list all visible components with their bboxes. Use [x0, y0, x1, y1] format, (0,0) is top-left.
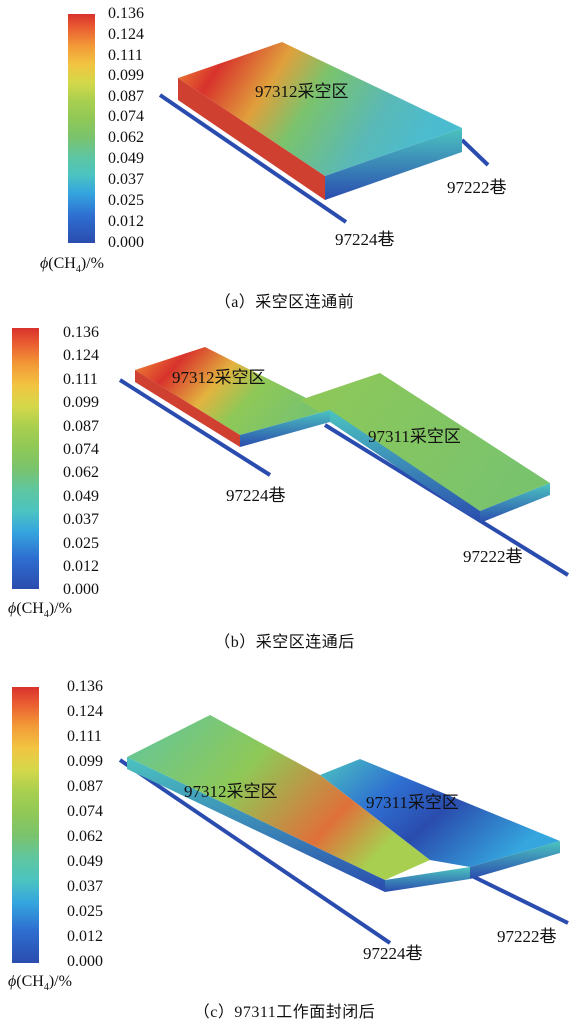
tick-label: 0.087: [67, 778, 103, 795]
goaf-side-front: [135, 370, 240, 447]
label-goaf-97312: 97312采空区: [172, 368, 266, 387]
tick-label: 0.062: [63, 464, 99, 481]
goaf-top-97311: [300, 373, 550, 511]
tick-label: 0.124: [63, 347, 99, 364]
label-roadway-97224: 97224巷: [363, 944, 423, 963]
tick-label: 0.037: [67, 878, 103, 895]
tick-label: 0.099: [108, 67, 144, 84]
tick-label: 0.124: [67, 703, 103, 720]
tick-label: 0.037: [63, 511, 99, 528]
caption-b: （b）采空区连通后: [214, 634, 355, 651]
goaf-top-97311: [320, 759, 560, 867]
label-goaf-97312: 97312采空区: [184, 782, 278, 801]
tick-label: 0.025: [63, 535, 99, 552]
tick-label: 0.025: [67, 903, 103, 920]
tick-label: 0.049: [108, 150, 144, 167]
colorbar: [12, 687, 39, 963]
goaf-side-right: [325, 128, 462, 200]
label-roadway-97222: 97222巷: [447, 178, 507, 197]
tick-label: 0.087: [108, 88, 144, 105]
colorbar-unit: ϕ(CH4)/%: [8, 600, 72, 621]
colorbar: [12, 328, 39, 589]
tick-label: 0.000: [63, 581, 99, 598]
label-goaf-97311: 97311采空区: [366, 793, 459, 812]
panel-a: 0.136 0.124 0.111 0.099 0.087 0.074 0.06…: [0, 0, 569, 325]
tick-label: 0.049: [63, 488, 99, 505]
colorbar-unit: ϕ(CH4)/%: [8, 973, 72, 994]
tick-label: 0.037: [108, 171, 144, 188]
label-goaf-97311: 97311采空区: [368, 427, 461, 446]
goaf-side-right: [480, 483, 550, 523]
goaf-side-front-97311: [330, 410, 480, 523]
tick-label: 0.136: [67, 678, 103, 695]
label-roadway-97224: 97224巷: [335, 230, 395, 249]
goaf-model-a: 97312采空区 97222巷 97224巷: [158, 42, 507, 249]
colorbar-unit: ϕ(CH4)/%: [40, 255, 104, 276]
tick-label: 0.074: [63, 441, 99, 458]
tick-label: 0.074: [67, 803, 103, 820]
goaf-side-step: [240, 410, 330, 447]
tick-label: 0.124: [108, 26, 144, 43]
caption-a: （a）采空区连通前: [214, 294, 355, 311]
tick-label: 0.012: [63, 558, 99, 575]
roadway-line: [118, 758, 392, 945]
roadway-line: [469, 873, 569, 925]
goaf-side-right: [470, 841, 560, 879]
goaf-side-step: [385, 867, 470, 892]
tick-label: 0.049: [67, 853, 103, 870]
panel-c: 0.136 0.124 0.111 0.099 0.087 0.074 0.06…: [0, 665, 569, 1021]
goaf-model-c: 97312采空区 97311采空区 97224巷 97222巷: [118, 715, 569, 963]
goaf-top-97312: [127, 715, 430, 880]
tick-label: 0.025: [108, 192, 144, 209]
label-goaf-97312: 97312采空区: [255, 82, 349, 101]
tick-label: 0.062: [108, 129, 144, 146]
tick-label: 0.136: [63, 324, 99, 341]
tick-label: 0.012: [108, 213, 144, 230]
tick-label: 0.099: [63, 394, 99, 411]
tick-label: 0.012: [67, 928, 103, 945]
goaf-top-97312: [178, 42, 462, 176]
tick-label: 0.000: [67, 953, 103, 970]
goaf-side-front: [127, 757, 385, 892]
tick-label: 0.111: [67, 728, 102, 745]
label-roadway-97222: 97222巷: [497, 927, 557, 946]
colorbar: [68, 14, 95, 243]
goaf-model-b: 97312采空区 97311采空区 97224巷 97222巷: [118, 347, 569, 577]
roadway-line: [158, 93, 348, 224]
tick-label: 0.000: [108, 234, 144, 251]
goaf-side-front: [178, 78, 325, 200]
goaf-top-97312: [135, 347, 330, 435]
tick-label: 0.099: [67, 753, 103, 770]
roadway-line: [118, 378, 272, 477]
panel-b: 0.136 0.124 0.111 0.099 0.087 0.074 0.06…: [0, 325, 569, 665]
roadway-line: [460, 138, 490, 167]
label-roadway-97224: 97224巷: [226, 486, 286, 505]
label-roadway-97222: 97222巷: [463, 547, 523, 566]
tick-label: 0.074: [108, 108, 144, 125]
tick-label: 0.111: [63, 371, 98, 388]
tick-label: 0.136: [108, 5, 144, 22]
tick-label: 0.111: [108, 47, 143, 64]
caption-c: （c）97311工作面封闭后: [193, 1004, 376, 1021]
tick-label: 0.062: [67, 828, 103, 845]
tick-label: 0.087: [63, 418, 99, 435]
